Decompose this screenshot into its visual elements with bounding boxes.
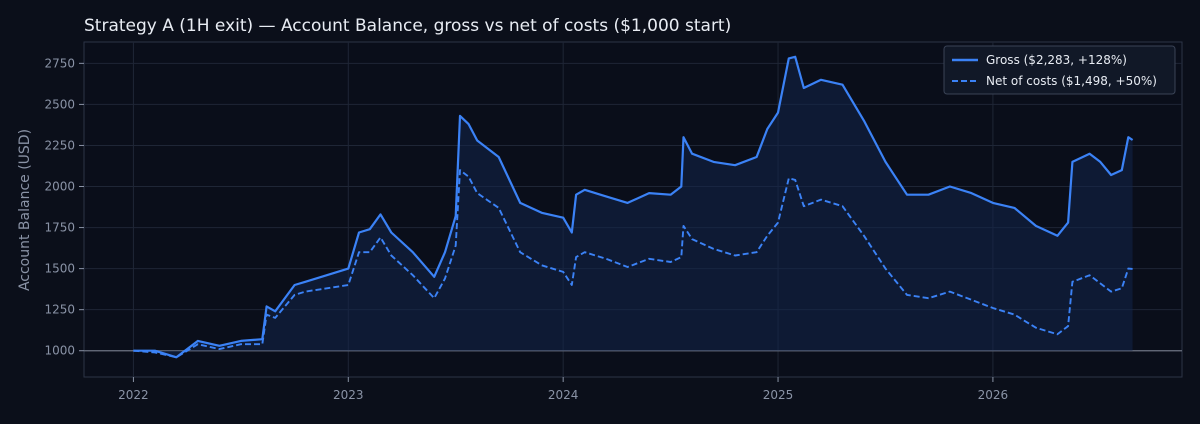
- x-tick-label: 2025: [763, 388, 794, 402]
- x-tick-label: 2026: [978, 388, 1009, 402]
- axis-layer: 1000 1250 1500 1750 2000 2250 2500 2750 2022 2023…: [44, 56, 1008, 402]
- x-tick-label: 2022: [118, 388, 149, 402]
- y-tick-label: 2000: [44, 180, 75, 194]
- y-tick-label: 2250: [44, 138, 75, 152]
- x-tick-label: 2023: [333, 388, 364, 402]
- fill-layer: [133, 56, 1133, 358]
- x-tick-label: 2024: [548, 388, 579, 402]
- chart-title: Strategy A (1H exit) — Account Balance, …: [84, 16, 731, 36]
- y-tick-label: 2750: [44, 56, 75, 70]
- y-axis-label: Account Balance (USD): [17, 129, 33, 291]
- gross-series-line: [133, 55, 1134, 359]
- y-tick-label: 1250: [44, 303, 75, 317]
- legend-box: [943, 45, 1176, 95]
- y-tick-label: 1500: [44, 262, 75, 276]
- legend-gross-label: Gross ($2,283, +128%): [986, 53, 1127, 67]
- gross-area-fill: [133, 56, 1133, 358]
- y-tick-label: 2500: [44, 97, 75, 111]
- y-tick-label: 1000: [44, 344, 75, 358]
- legend: Gross ($2,283, +128%) Net of costs ($1,4…: [943, 45, 1176, 95]
- y-tick-label: 1750: [44, 221, 75, 235]
- series-layer: [133, 55, 1134, 359]
- legend-net-label: Net of costs ($1,498, +50%): [986, 74, 1157, 88]
